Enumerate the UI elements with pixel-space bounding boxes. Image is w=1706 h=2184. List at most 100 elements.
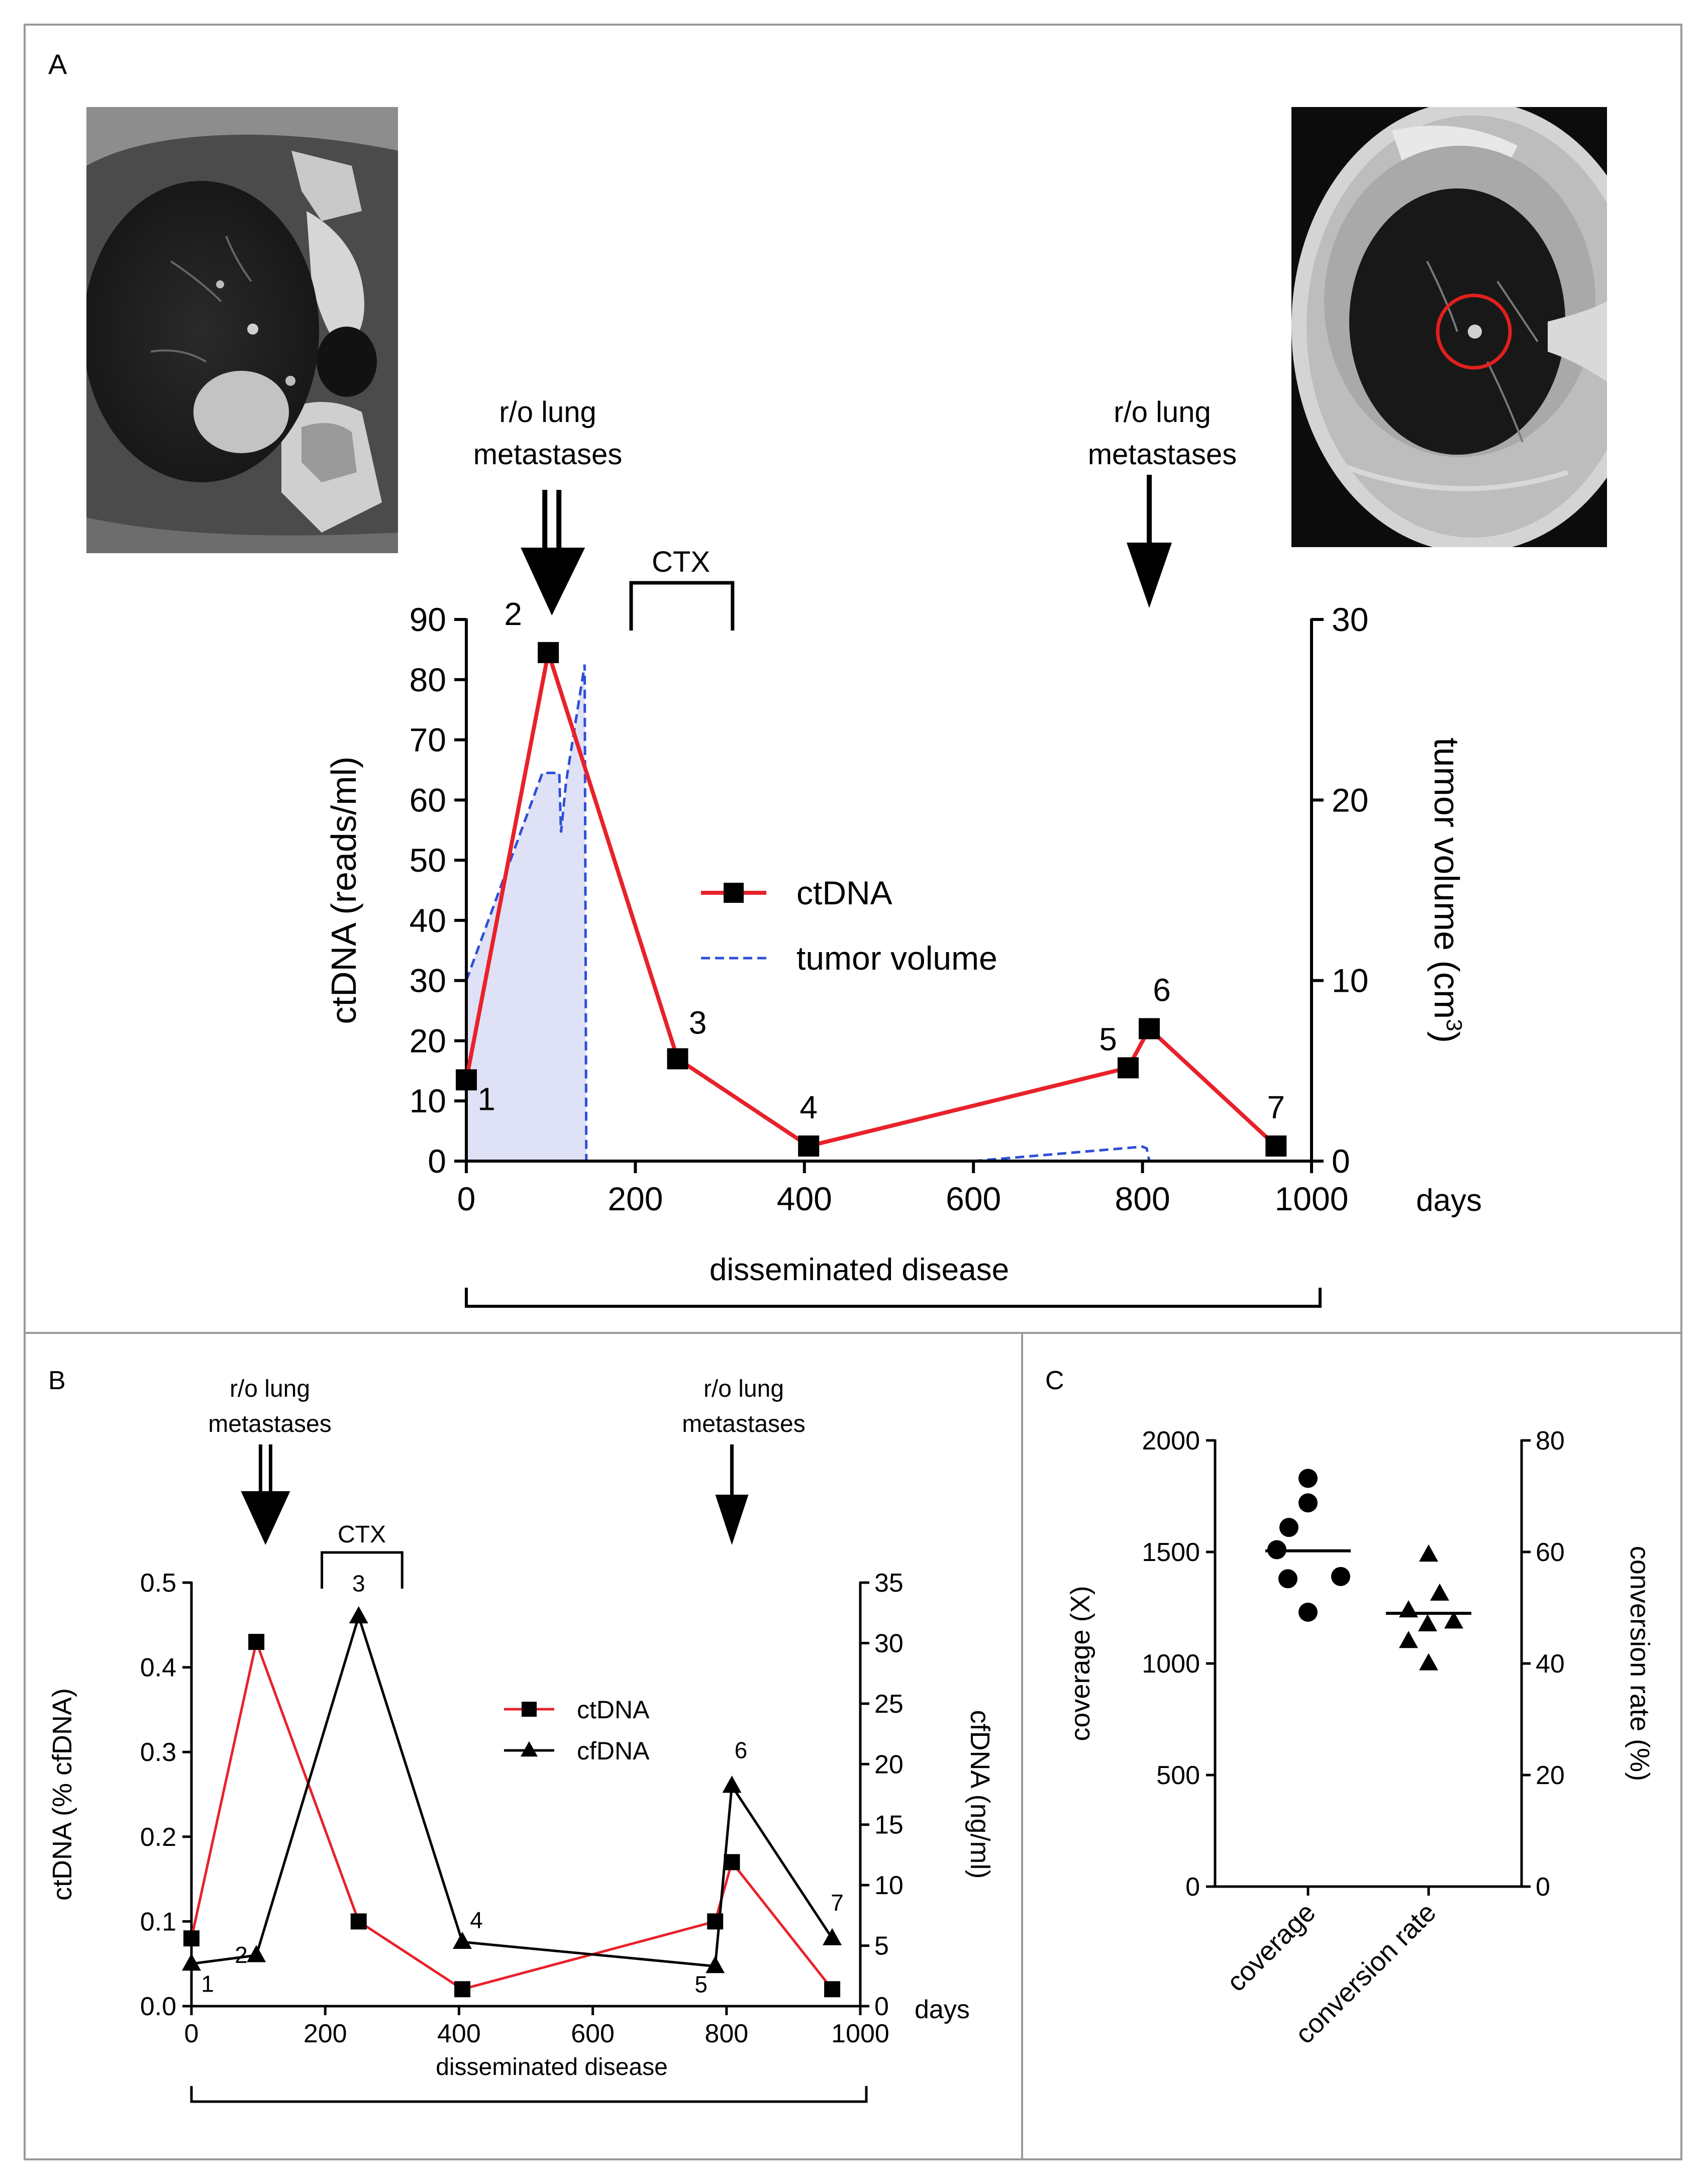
c-y2-tick-label: 80 — [1536, 1426, 1565, 1455]
a-tumor-volume-line — [465, 664, 1151, 1163]
b-range-label: disseminated disease — [436, 2054, 668, 2081]
a-y-tick-label: 30 — [410, 962, 446, 999]
b-point-label: 1 — [201, 1971, 214, 1997]
a-ctdna-point — [798, 1135, 820, 1157]
a-y2-axis-title-sup: 3 — [1442, 1019, 1466, 1031]
c-y-tick-label: 1500 — [1142, 1538, 1200, 1567]
a-point-label: 3 — [689, 1004, 707, 1041]
b-cfdna-point — [722, 1776, 742, 1793]
b-y2-tick-label: 35 — [874, 1569, 904, 1598]
a-x-tick-label: 600 — [946, 1180, 1001, 1217]
b-ctdna-line — [190, 1640, 834, 1991]
b-ctdna-point — [824, 1981, 841, 1998]
b-annotation-left-line2: metastases — [208, 1411, 331, 1437]
b-x-tick-label: 600 — [571, 2019, 615, 2048]
b-y2-tick-label: 0 — [874, 1992, 889, 2021]
b-legend-cfdna-label: cfDNA — [577, 1737, 650, 1765]
c-conversion-point — [1430, 1583, 1449, 1601]
nodule-circle — [1436, 293, 1512, 370]
c-coverage-point — [1278, 1569, 1297, 1589]
a-x-tick-label: 1000 — [1275, 1180, 1349, 1217]
b-cfdna-point — [349, 1606, 368, 1624]
b-point-label: 2 — [235, 1942, 248, 1968]
a-ctdna-point — [1139, 1018, 1160, 1039]
a-ctdna-point — [456, 1069, 477, 1091]
a-arrow-head — [521, 548, 585, 615]
b-cfdna-point — [453, 1931, 472, 1949]
a-y2-tick-label: 0 — [1332, 1142, 1350, 1180]
b-y-axis-title: ctDNA (% cfDNA) — [47, 1688, 77, 1901]
b-ctx-bracket — [321, 1551, 404, 1589]
b-cfdna-point — [823, 1928, 842, 1945]
panel-c-frame — [1021, 1332, 1682, 2160]
a-annotation-right-line1: r/o lung — [1114, 396, 1211, 429]
c-coverage-point — [1298, 1602, 1318, 1622]
b-y2-axis-title: cfDNA (ng/ml) — [965, 1710, 995, 1879]
b-point-label: 4 — [470, 1907, 483, 1933]
b-x-tick-label: 0 — [184, 2019, 199, 2048]
c-conversion-point — [1419, 1544, 1438, 1562]
b-cfdna-point — [247, 1945, 266, 1962]
a-y-tick-label: 60 — [410, 781, 446, 818]
a-point-label: 5 — [1099, 1021, 1117, 1057]
a-point-label: 2 — [504, 596, 522, 632]
b-ctdna-point — [707, 1913, 724, 1930]
b-annotation-right-line2: metastases — [682, 1411, 805, 1437]
b-arrow-right-head — [715, 1495, 749, 1545]
a-legend-ctdna-marker — [724, 883, 744, 903]
panel-c-label: C — [1045, 1366, 1064, 1395]
b-ctdna-point — [350, 1913, 367, 1930]
b-y2-tick-label: 15 — [874, 1811, 904, 1840]
b-y-tick-label: 0.3 — [140, 1738, 176, 1767]
a-ctdna-point — [667, 1048, 688, 1070]
b-x-tick-label: 1000 — [831, 2019, 889, 2048]
b-y-tick-label: 0.4 — [140, 1653, 176, 1683]
c-y-tick-label: 500 — [1156, 1761, 1200, 1790]
a-y2-axis-title: tumor volume (cm3) — [1427, 738, 1466, 1043]
b-arrow-right — [715, 1444, 749, 1545]
b-therapy-label: CTX — [338, 1521, 386, 1548]
a-range-bracket — [465, 1288, 1322, 1308]
b-ctdna-point — [248, 1634, 265, 1650]
a-point-label: 1 — [477, 1081, 495, 1117]
c-y2-axis-title: conversion rate (%) — [1625, 1546, 1655, 1781]
a-legend-ctdna-label: ctDNA — [796, 874, 892, 911]
b-legend-cfdna-marker — [521, 1741, 538, 1757]
b-ctdna-point — [454, 1981, 471, 1998]
b-y-tick-label: 0.2 — [140, 1823, 176, 1852]
c-category-label: coverage — [1221, 1897, 1322, 1998]
a-point-label: 4 — [799, 1089, 818, 1125]
b-cfdna-point — [182, 1953, 201, 1971]
chart-c: 0 500 1000 1500 2000 0 20 40 60 80 coverage (X) con… — [1065, 1426, 1655, 2050]
a-point-label: 7 — [1267, 1089, 1285, 1125]
a-x-tick-label: 400 — [777, 1180, 832, 1217]
c-y2-tick-label: 0 — [1536, 1873, 1550, 1902]
a-ctdna-point — [538, 642, 559, 663]
a-y2-axis-title-close: ) — [1427, 1031, 1466, 1043]
b-annotation-right-line1: r/o lung — [704, 1376, 784, 1402]
a-days-label: days — [1416, 1183, 1482, 1218]
b-x-tick-label: 400 — [437, 2019, 481, 2048]
a-point-label: 6 — [1153, 972, 1171, 1008]
a-y2-tick-label: 30 — [1332, 601, 1368, 638]
a-y-tick-label: 80 — [410, 661, 446, 698]
a-y-tick-label: 10 — [410, 1082, 446, 1119]
a-y-tick-label: 70 — [410, 721, 446, 759]
c-y-axis-title: coverage (X) — [1065, 1586, 1095, 1741]
panel-a-label: A — [48, 48, 67, 80]
a-double-arrow-left — [521, 490, 585, 615]
panel-b-label: B — [48, 1366, 66, 1395]
b-x-tick-label: 800 — [705, 2019, 748, 2048]
b-y2-tick-label: 20 — [874, 1750, 904, 1779]
b-y-tick-label: 0.0 — [140, 1992, 176, 2021]
c-conversion-point — [1419, 1653, 1438, 1671]
c-coverage-point — [1298, 1493, 1318, 1513]
a-y2-tick-label: 20 — [1332, 781, 1368, 818]
c-coverage-point — [1298, 1469, 1318, 1488]
b-double-arrow-left — [241, 1444, 290, 1545]
a-y-tick-label: 90 — [410, 601, 446, 638]
c-y-tick-label: 2000 — [1142, 1426, 1200, 1455]
ct-image-left — [86, 107, 398, 553]
c-conversion-point — [1418, 1614, 1437, 1631]
a-x-tick-label: 0 — [457, 1180, 476, 1217]
